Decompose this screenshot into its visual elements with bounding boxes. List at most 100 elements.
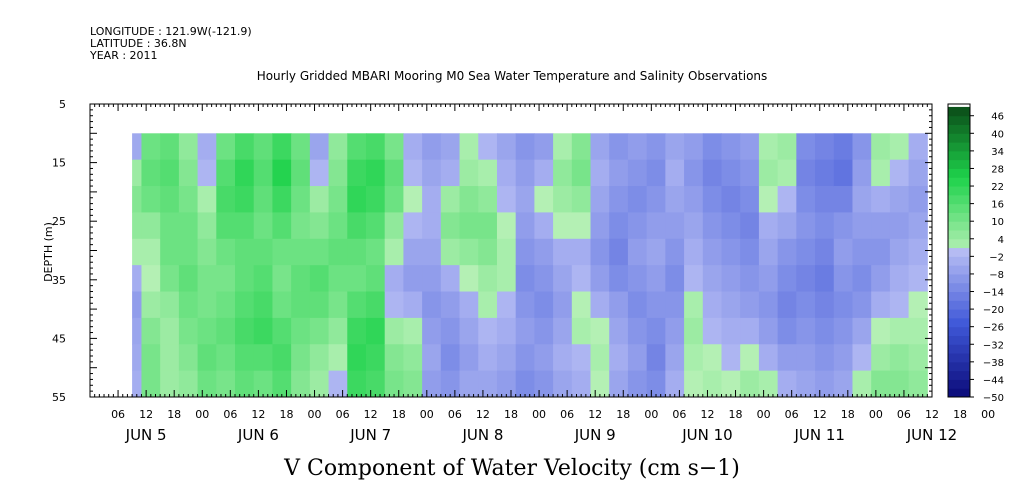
colorbar-swatch [948, 379, 970, 389]
heatmap-cell [459, 133, 479, 161]
heatmap-cell [534, 186, 554, 213]
heatmap-cell [235, 265, 255, 293]
heatmap-cell [777, 370, 797, 398]
x-tick-label: 00 [869, 408, 883, 421]
chart-caption: V Component of Water Velocity (cm s−1) [283, 456, 740, 481]
heatmap-cell [833, 344, 853, 372]
colorbar-label: −32 [983, 340, 1004, 351]
heatmap-cell [609, 238, 629, 266]
heatmap-cell [459, 370, 479, 398]
heatmap-cell [758, 370, 779, 398]
colorbar-swatch [948, 106, 970, 117]
heatmap-cell [160, 133, 180, 161]
heatmap-cell [721, 370, 741, 398]
colorbar-swatch [948, 273, 970, 284]
heatmap-cell [141, 186, 161, 213]
heatmap-cell [384, 159, 404, 187]
heatmap-cell [328, 186, 348, 213]
heatmap-cell [796, 265, 816, 293]
x-tick-label: 06 [448, 408, 462, 421]
heatmap-cell [889, 317, 910, 345]
heatmap-cell [422, 344, 442, 372]
heatmap-cell [347, 186, 367, 213]
heatmap-cell [291, 186, 311, 213]
heatmap-cell [796, 370, 816, 398]
heatmap-cell [478, 238, 498, 266]
heatmap-cell [496, 159, 517, 187]
heatmap-cell [665, 344, 685, 372]
heatmap-cell [216, 265, 236, 293]
heatmap-cell [309, 133, 330, 161]
heatmap-cell [852, 238, 872, 266]
heatmap-cell [796, 212, 816, 240]
heatmap-cell [684, 317, 704, 345]
heatmap-cell [197, 186, 217, 213]
heatmap-cell [235, 291, 255, 319]
x-tick-label: 12 [476, 408, 490, 421]
heatmap-cell [871, 133, 891, 161]
heatmap-cell [422, 186, 442, 213]
heatmap-cell [515, 238, 535, 266]
heatmap-cell [197, 238, 217, 266]
heatmap-cell [571, 265, 592, 293]
heatmap-cell [627, 212, 648, 240]
heatmap-cell [721, 238, 741, 266]
heatmap-cell [197, 344, 217, 372]
heatmap-cell [796, 159, 816, 187]
heatmap-cell [216, 238, 236, 266]
heatmap-cell [646, 133, 666, 161]
heatmap-cell [534, 159, 554, 187]
heatmap-cell [553, 317, 573, 345]
y-axis-label: DEPTH (m) [42, 222, 55, 282]
heatmap-cell [515, 133, 535, 161]
heatmap-cell [160, 265, 180, 293]
heatmap-cell [665, 370, 685, 398]
heatmap-cell [197, 370, 217, 398]
heatmap-cell [178, 344, 199, 372]
heatmap-cell [852, 212, 872, 240]
heatmap-cell [740, 238, 760, 266]
heatmap-cell [253, 317, 273, 345]
heatmap-cell [347, 370, 367, 398]
heatmap-cell [852, 265, 872, 293]
colorbar-swatch [948, 168, 970, 178]
heatmap-cell [459, 317, 479, 345]
heatmap-cell [197, 159, 217, 187]
heatmap-cell [702, 265, 722, 293]
heatmap-cell [235, 370, 255, 398]
colorbar-label: 4 [998, 235, 1004, 246]
heatmap-cell [871, 265, 891, 293]
x-tick-label: 00 [981, 408, 995, 421]
heatmap-cell [440, 238, 461, 266]
x-tick-label: 12 [813, 408, 827, 421]
heatmap-cell [758, 186, 779, 213]
heatmap-cell [197, 212, 217, 240]
x-tick-label: 18 [616, 408, 630, 421]
heatmap-cell [684, 265, 704, 293]
heatmap-cell [871, 291, 891, 319]
heatmap-cell [272, 344, 292, 372]
heatmap-cell [515, 370, 535, 398]
heatmap-cell [590, 186, 610, 213]
heatmap-cell [740, 291, 760, 319]
heatmap-cell [852, 186, 872, 213]
heatmap-cell [852, 291, 872, 319]
heatmap-cell [291, 159, 311, 187]
x-date-label: JUN 8 [461, 426, 503, 444]
heatmap-cell [571, 317, 592, 345]
heatmap-cell [328, 133, 348, 161]
heatmap-cell [459, 291, 479, 319]
heatmap-cell [740, 370, 760, 398]
heatmap-cell [740, 159, 760, 187]
heatmap-cell [478, 159, 498, 187]
heatmap-cell [627, 159, 648, 187]
heatmap-cell [871, 159, 891, 187]
heatmap-cell [609, 133, 629, 161]
heatmap-cell [272, 238, 292, 266]
colorbar-swatch [948, 388, 970, 398]
heatmap-cell [309, 159, 330, 187]
heatmap-cell [160, 317, 180, 345]
heatmap-cell [609, 317, 629, 345]
heatmap-cell [160, 186, 180, 213]
heatmap-cell [646, 238, 666, 266]
